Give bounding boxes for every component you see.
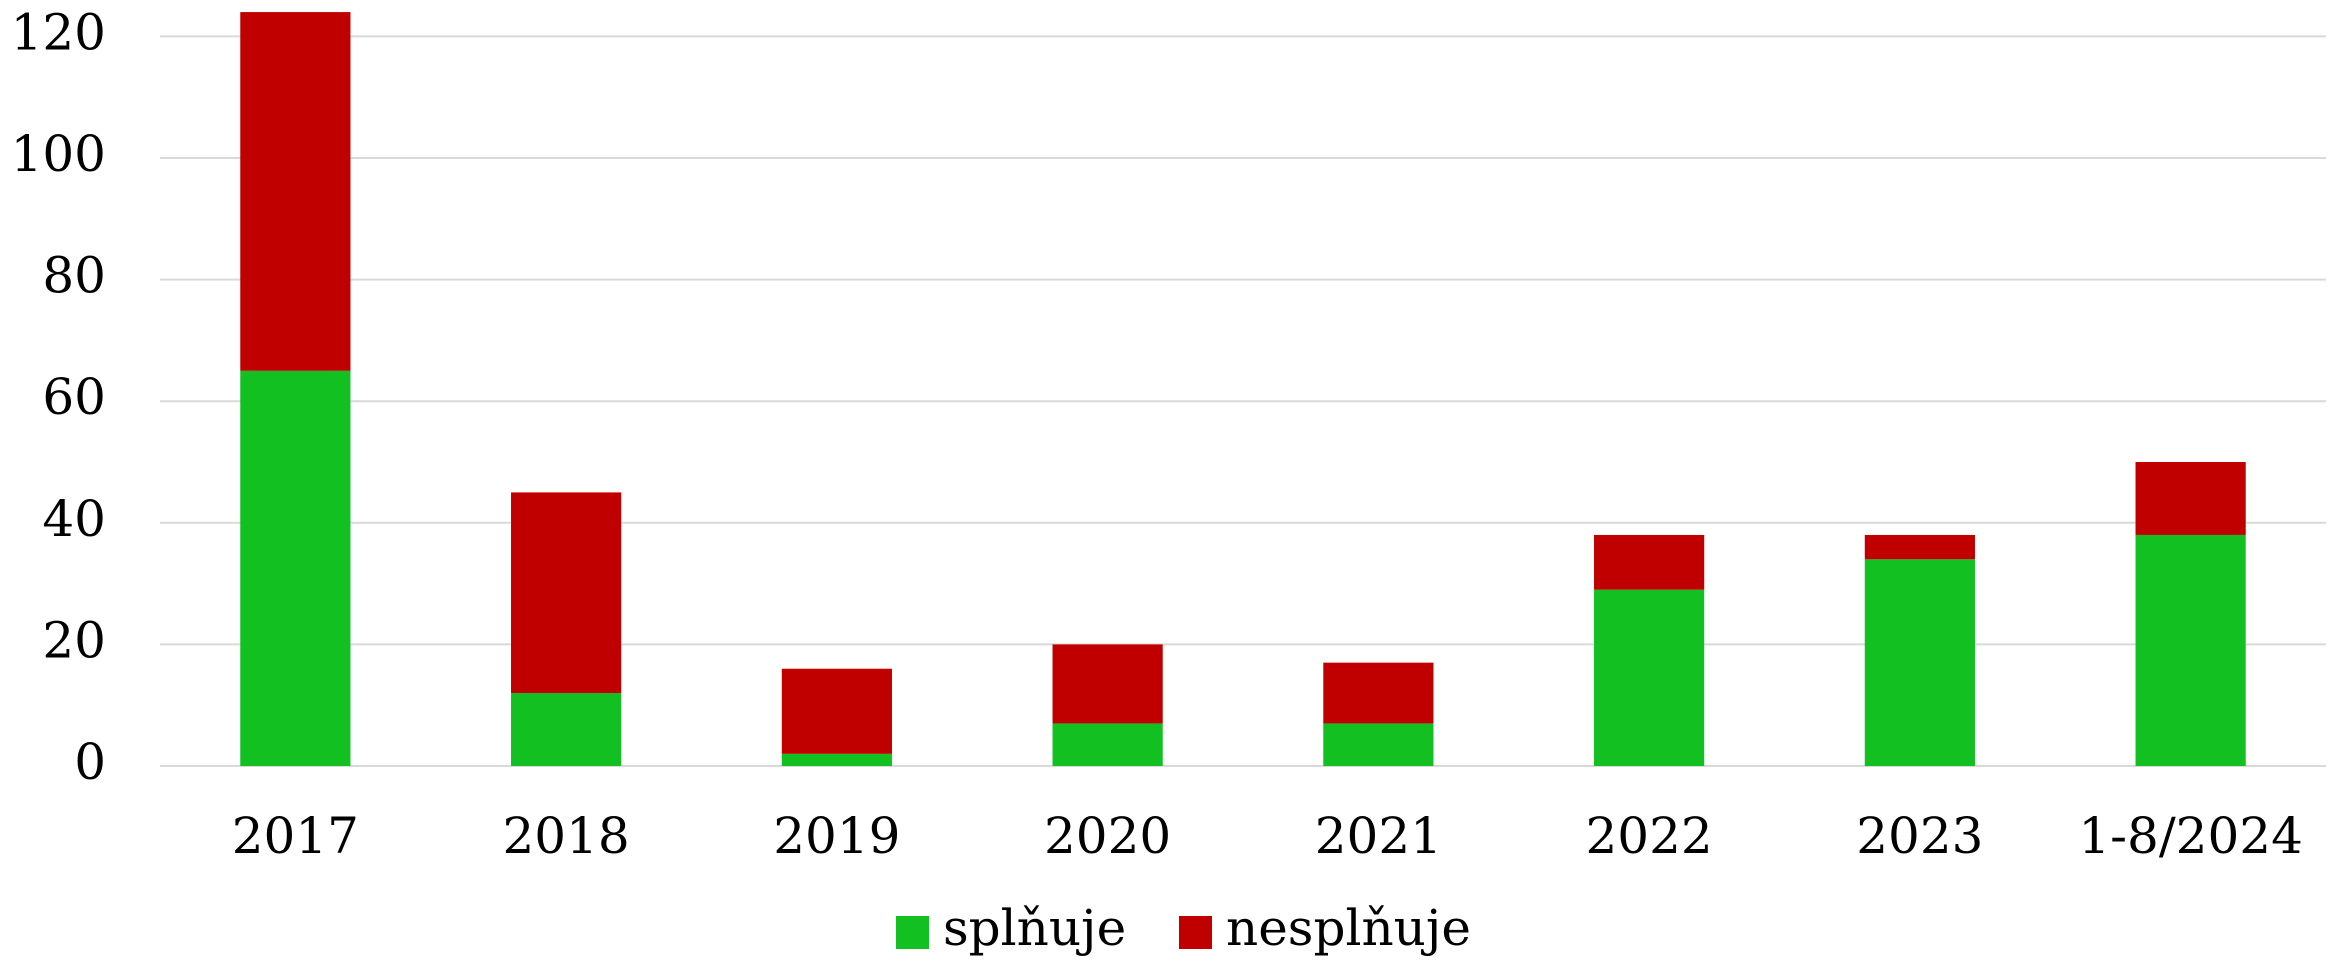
bar-segment — [781, 753, 892, 766]
y-tick-label: 0 — [74, 733, 106, 791]
y-tick-label: 100 — [11, 125, 106, 183]
bar-segment — [511, 693, 622, 766]
legend-swatch — [896, 916, 929, 949]
bar-segment — [1052, 644, 1163, 724]
bar-segment — [240, 370, 351, 766]
x-tick-label: 2019 — [773, 807, 900, 865]
y-tick-label: 60 — [42, 368, 106, 426]
y-tick-label: 120 — [11, 3, 106, 61]
legend-swatch — [1179, 916, 1212, 949]
bar-segment — [1594, 534, 1705, 590]
bar-segment — [2135, 462, 2246, 535]
legend-label: splňuje — [943, 899, 1126, 957]
bar-segment — [511, 492, 622, 694]
y-tick-label: 40 — [42, 490, 106, 548]
x-tick-label: 2018 — [503, 807, 630, 865]
bar-segment — [1052, 723, 1163, 766]
bar-segment — [1323, 723, 1434, 766]
x-tick-label: 2020 — [1044, 807, 1171, 865]
bar-segment — [1864, 534, 1975, 560]
bar-segment — [2135, 534, 2246, 766]
legend-label: nesplňuje — [1226, 899, 1471, 957]
bar-segment — [1323, 662, 1434, 724]
bar-segment — [1594, 589, 1705, 766]
x-tick-label: 2022 — [1586, 807, 1713, 865]
bar-segment — [781, 668, 892, 754]
x-tick-label: 2023 — [1856, 807, 1983, 865]
x-tick-label: 2017 — [232, 807, 359, 865]
y-tick-label: 80 — [42, 247, 106, 305]
y-tick-label: 20 — [42, 611, 106, 669]
bar-segment — [240, 12, 351, 371]
x-tick-label: 2021 — [1315, 807, 1442, 865]
bar-segment — [1864, 559, 1975, 766]
x-tick-label: 1-8/2024 — [2078, 807, 2303, 865]
